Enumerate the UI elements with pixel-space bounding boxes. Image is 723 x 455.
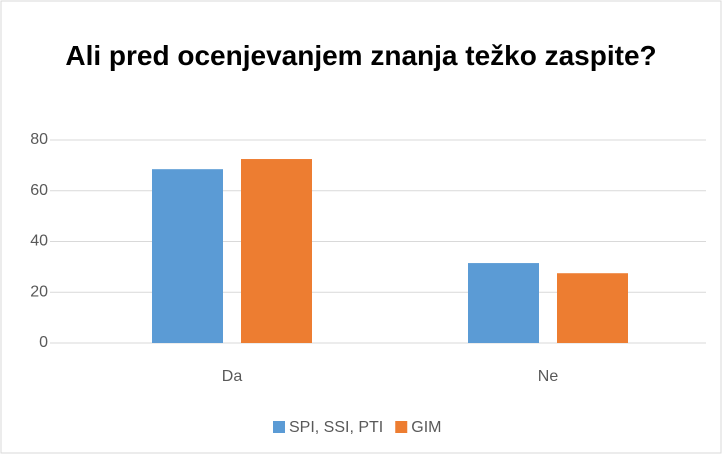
- legend-label: GIM: [411, 419, 441, 436]
- y-tick-label: 80: [30, 131, 48, 148]
- legend-swatch: [273, 421, 285, 433]
- y-tick-label: 60: [30, 182, 48, 199]
- y-tick-label: 20: [30, 283, 48, 300]
- chart-title: Ali pred ocenjevanjem znanja težko zaspi…: [65, 40, 657, 71]
- y-tick-label: 40: [30, 233, 48, 250]
- bar: [241, 159, 312, 343]
- legend-swatch: [395, 421, 408, 433]
- bar: [468, 263, 539, 343]
- bar: [152, 169, 223, 343]
- legend-label: SPI, SSI, PTI: [289, 419, 383, 436]
- bar: [557, 273, 628, 343]
- x-tick-label: Ne: [538, 368, 559, 385]
- y-tick-label: 0: [39, 334, 48, 351]
- x-tick-label: Da: [222, 368, 243, 385]
